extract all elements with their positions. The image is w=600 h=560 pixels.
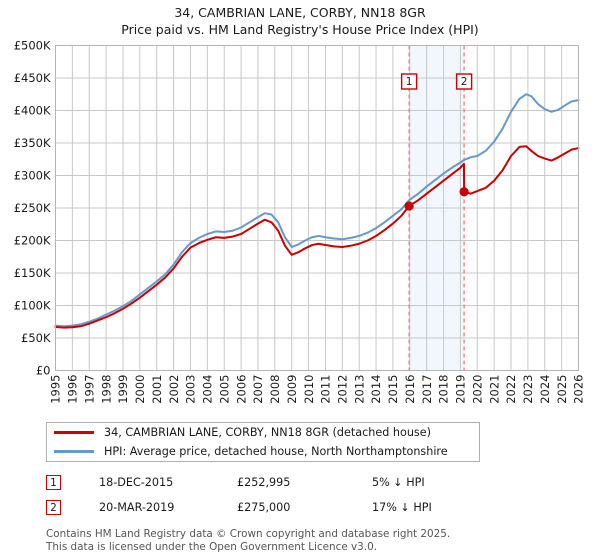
transaction-point-marker [404, 201, 414, 211]
transaction-row-1[interactable]: 1 18-DEC-2015 £252,995 5% ↓ HPI [46, 470, 486, 495]
grid-lines [55, 45, 579, 371]
x-tick-label: 2003 [184, 375, 198, 404]
hpi-price-chart: £0 £50K £100K £150K £200K £250K £300K £350K £400… [14, 39, 586, 404]
transaction-date-2: 20-MAR-2019 [99, 501, 175, 514]
x-tick-label: 2008 [268, 375, 282, 404]
y-tick-label: £150K [14, 266, 51, 280]
y-tick-label: £500K [14, 39, 51, 53]
x-tick-label: 2010 [302, 375, 316, 404]
x-tick-label: 1996 [66, 375, 80, 404]
x-tick-label: 2025 [555, 375, 569, 404]
x-tick-label: 2017 [420, 375, 434, 404]
x-tick-label: 2018 [437, 375, 451, 404]
y-tick-label: £400K [14, 104, 51, 118]
transaction-hpi-delta-1: 5% ↓ HPI [372, 476, 425, 489]
transaction-list: 1 18-DEC-2015 £252,995 5% ↓ HPI 2 20-MAR… [46, 470, 486, 520]
x-tick-label: 2000 [133, 375, 147, 404]
transaction-markers[interactable] [404, 187, 469, 211]
x-tick-label: 2021 [487, 375, 501, 404]
chart-canvas: £0 £50K £100K £150K £200K £250K £300K £350K £400… [14, 39, 586, 404]
chart-legend: 34, CAMBRIAN LANE, CORBY, NN18 8GR (deta… [46, 422, 480, 462]
legend-item-price-paid: 34, CAMBRIAN LANE, CORBY, NN18 8GR (deta… [47, 423, 479, 442]
y-tick-label: £0 [36, 364, 51, 378]
legend-swatch-hpi [54, 450, 94, 453]
transaction-row-2[interactable]: 2 20-MAR-2019 £275,000 17% ↓ HPI [46, 495, 486, 520]
y-tick-label: £100K [14, 299, 51, 313]
legend-label-price-paid: 34, CAMBRIAN LANE, CORBY, NN18 8GR (deta… [104, 426, 432, 439]
transaction-date-1: 18-DEC-2015 [99, 476, 174, 489]
x-axis-labels: 1995 1996 1997 1998 1999 2000 2001 2002 2003 2004… [49, 375, 586, 404]
y-tick-label: £50K [21, 331, 51, 345]
x-tick-label: 2020 [470, 375, 484, 404]
copyright-footer: Contains HM Land Registry data © Crown c… [46, 528, 586, 553]
x-tick-label: 2013 [352, 375, 366, 404]
x-tick-label: 1995 [49, 375, 63, 404]
x-tick-label: 2015 [386, 375, 400, 404]
page-title: 34, CAMBRIAN LANE, CORBY, NN18 8GR Price… [0, 4, 600, 38]
legend-label-hpi: HPI: Average price, detached house, Nort… [104, 445, 448, 458]
y-axis-labels: £0 £50K £100K £150K £200K £250K £300K £350K £400… [14, 39, 51, 378]
title-line-1: 34, CAMBRIAN LANE, CORBY, NN18 8GR [174, 5, 426, 20]
title-line-2: Price paid vs. HM Land Registry's House … [121, 22, 479, 37]
x-tick-label: 2014 [369, 375, 383, 404]
series-lines [54, 93, 580, 329]
plot-border [55, 45, 579, 371]
x-tick-label: 2024 [538, 375, 552, 404]
x-tick-label: 1998 [99, 375, 113, 404]
legend-item-hpi: HPI: Average price, detached house, Nort… [47, 442, 479, 461]
x-tick-label: 2002 [167, 375, 181, 404]
transaction-point-marker [459, 187, 469, 197]
x-tick-label: 2022 [504, 375, 518, 404]
x-tick-label: 2019 [454, 375, 468, 404]
footer-line-2: This data is licensed under the Open Gov… [46, 540, 378, 553]
x-tick-label: 1997 [82, 375, 96, 404]
series-line [54, 93, 580, 328]
transaction-price-1: £252,995 [237, 476, 291, 489]
series-line [54, 145, 580, 329]
transaction-hpi-delta-2: 17% ↓ HPI [372, 501, 432, 514]
x-tick-label: 2001 [150, 375, 164, 404]
x-tick-label: 2011 [319, 375, 333, 404]
x-tick-label: 2006 [234, 375, 248, 404]
x-tick-label: 2023 [521, 375, 535, 404]
y-tick-label: £250K [14, 201, 51, 215]
x-tick-label: 2012 [336, 375, 350, 404]
footer-line-1: Contains HM Land Registry data © Crown c… [46, 528, 451, 540]
x-tick-label: 2007 [251, 375, 265, 404]
x-tick-label: 2009 [285, 375, 299, 404]
y-tick-label: £450K [14, 71, 51, 85]
plot-frame [55, 45, 579, 371]
legend-swatch-price-paid [54, 431, 94, 434]
transaction-number-label: 1 [406, 76, 413, 88]
x-tick-label: 1999 [116, 375, 130, 404]
transaction-number-label: 2 [461, 76, 468, 88]
x-tick-label: 2004 [201, 375, 215, 404]
transaction-number-box [400, 73, 418, 90]
transaction-price-2: £275,000 [237, 501, 291, 514]
x-tick-label: 2005 [217, 375, 231, 404]
y-tick-label: £200K [14, 234, 51, 248]
transaction-number-box [455, 73, 473, 90]
x-tick-label: 2016 [403, 375, 417, 404]
x-tick-label: 2026 [572, 375, 586, 404]
y-tick-label: £300K [14, 169, 51, 183]
y-tick-label: £350K [14, 136, 51, 150]
transaction-marker-badge-1: 1 [46, 475, 61, 490]
transaction-marker-badge-2: 2 [46, 500, 61, 515]
